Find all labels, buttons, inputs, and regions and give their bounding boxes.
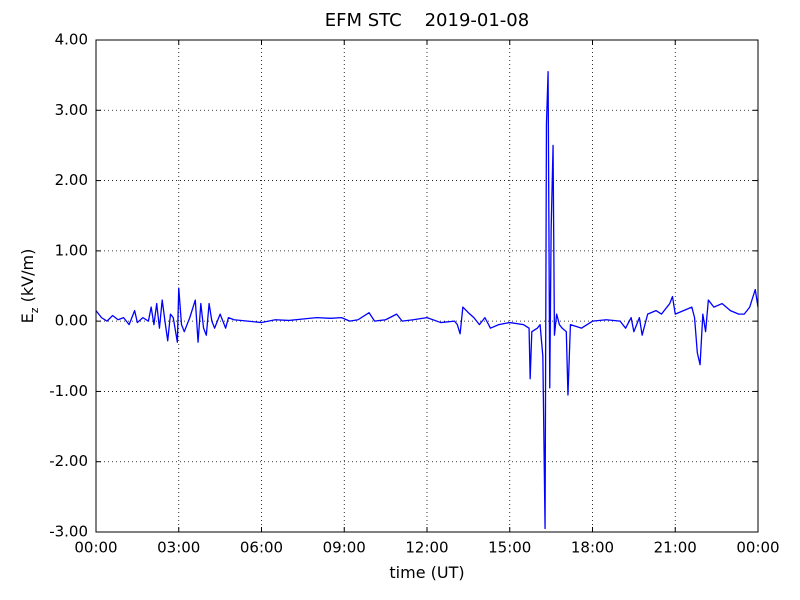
y-tick-label: 1.00 (55, 241, 88, 259)
x-tick-label: 03:00 (157, 539, 200, 557)
x-tick-label: 00:00 (74, 539, 117, 557)
x-tick-label: 21:00 (654, 539, 697, 557)
x-tick-label: 06:00 (240, 539, 283, 557)
y-axis-label: Ez (kV/m) (18, 249, 41, 324)
plot-frame (95, 39, 759, 533)
y-tick-label: -1.00 (49, 382, 88, 400)
x-tick-label: 09:00 (323, 539, 366, 557)
y-axis-label-sub: z (28, 307, 41, 313)
x-axis-label: time (UT) (389, 563, 464, 582)
y-tick-label: -2.00 (49, 452, 88, 470)
y-tick-label: 2.00 (55, 171, 88, 189)
chart-title: EFM STC 2019-01-08 (325, 10, 529, 31)
y-axis-label-unit: (kV/m) (18, 249, 37, 308)
y-tick-label: 4.00 (55, 31, 88, 49)
x-tick-label: 15:00 (488, 539, 531, 557)
x-tick-label: 12:00 (405, 539, 448, 557)
data-line (95, 70, 759, 530)
y-axis-label-base: E (18, 313, 37, 323)
y-tick-label: 0.00 (55, 312, 88, 330)
y-tick-label: -3.00 (49, 523, 88, 541)
x-tick-label: 00:00 (736, 539, 779, 557)
y-tick-label: 3.00 (55, 101, 88, 119)
x-tick-label: 18:00 (571, 539, 614, 557)
